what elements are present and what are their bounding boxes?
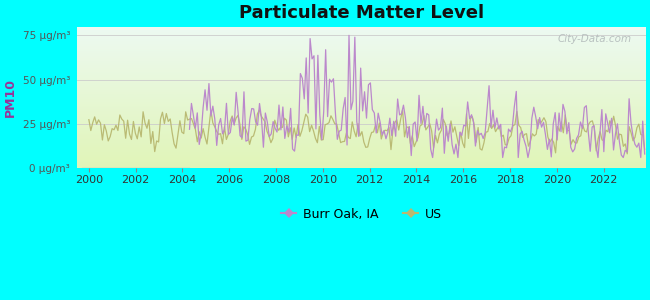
Legend: Burr Oak, IA, US: Burr Oak, IA, US xyxy=(276,202,447,226)
Title: Particulate Matter Level: Particulate Matter Level xyxy=(239,4,484,22)
Text: City-Data.com: City-Data.com xyxy=(558,34,632,44)
Y-axis label: PM10: PM10 xyxy=(4,78,17,117)
